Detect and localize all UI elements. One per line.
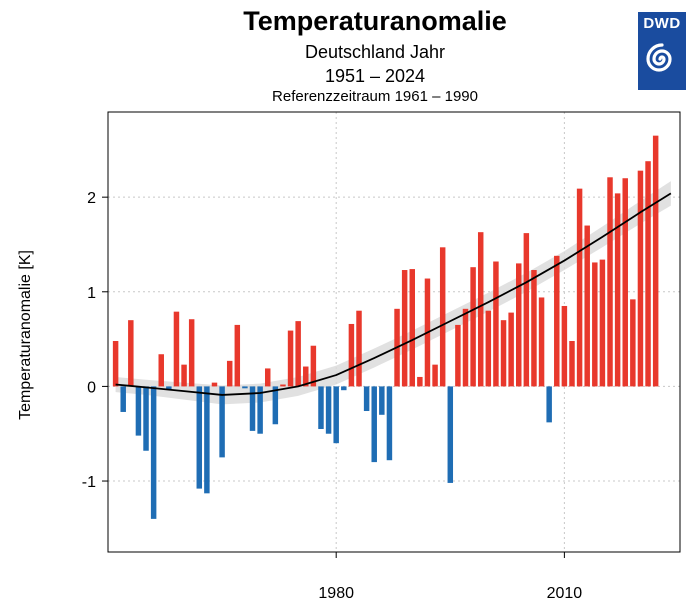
spiral-icon xyxy=(646,43,672,72)
bar-2019 xyxy=(630,299,636,387)
bar-2016 xyxy=(607,177,613,387)
bar-1982 xyxy=(348,323,355,387)
bar-1964 xyxy=(211,382,218,387)
bar-1974 xyxy=(287,330,294,387)
bar-1986 xyxy=(379,386,385,415)
chart-period: 1951 – 2024 xyxy=(324,66,426,86)
x-tick-label: 2010 xyxy=(547,585,583,602)
dwd-logo: DWD xyxy=(638,12,686,90)
bar-1955 xyxy=(143,386,149,451)
bar-2005 xyxy=(523,233,530,387)
y-tick-label: 1 xyxy=(87,285,96,302)
bar-1980 xyxy=(333,386,339,444)
bar-2000 xyxy=(485,310,492,387)
bar-1952 xyxy=(120,386,126,412)
bar-1958 xyxy=(166,386,172,390)
bar-1991 xyxy=(417,376,423,387)
bar-1968 xyxy=(242,386,248,389)
bar-1962 xyxy=(196,386,203,489)
bar-1979 xyxy=(325,386,332,434)
bar-2001 xyxy=(493,261,499,387)
bar-2009 xyxy=(554,255,560,387)
bar-1984 xyxy=(363,386,370,412)
y-tick-label: 2 xyxy=(87,190,96,207)
bar-2020 xyxy=(637,170,644,387)
bar-1967 xyxy=(234,324,241,387)
bar-1998 xyxy=(470,267,476,387)
bar-1953 xyxy=(128,320,134,387)
bar-1997 xyxy=(462,308,469,387)
bar-series xyxy=(112,135,659,519)
bar-1960 xyxy=(181,364,187,387)
dwd-logo-text: DWD xyxy=(643,15,681,32)
bar-2013 xyxy=(584,225,590,387)
bar-2012 xyxy=(576,188,583,387)
plot-frame xyxy=(107,111,681,553)
bar-1976 xyxy=(303,366,309,387)
chart-subtitle: Deutschland Jahr xyxy=(304,42,446,62)
y-axis-label: Temperaturanomalie [K] xyxy=(17,250,34,420)
bar-1995 xyxy=(447,386,454,483)
bar-2018 xyxy=(622,178,628,387)
chart-reference-period: Referenzzeitraum 1961 – 1990 xyxy=(272,88,478,105)
bar-1951 xyxy=(112,340,119,387)
bar-1996 xyxy=(455,324,461,387)
bar-2021 xyxy=(645,161,651,387)
y-tick-label: -1 xyxy=(82,474,96,491)
trend-band xyxy=(115,181,671,405)
bar-2017 xyxy=(614,193,621,387)
bar-1954 xyxy=(135,386,142,436)
x-tick-label: 1980 xyxy=(318,585,354,602)
bar-1969 xyxy=(249,386,256,431)
bar-1959 xyxy=(173,311,180,387)
bar-1993 xyxy=(432,364,438,387)
bar-2003 xyxy=(508,312,514,387)
bar-2007 xyxy=(538,297,545,387)
bar-1956 xyxy=(150,386,157,519)
trend-line xyxy=(115,192,672,396)
bar-2014 xyxy=(592,262,598,387)
bar-1989 xyxy=(401,270,408,387)
bar-1972 xyxy=(272,386,279,425)
chart-title: Temperaturanomalie xyxy=(243,6,507,36)
x-axis-ticks: 1980 2010 xyxy=(318,552,582,602)
bar-1965 xyxy=(219,386,225,458)
bar-2010 xyxy=(561,305,568,387)
bar-1981 xyxy=(341,386,347,391)
bar-1963 xyxy=(204,386,210,494)
y-tick-label: 0 xyxy=(87,379,96,396)
bar-1994 xyxy=(439,247,446,387)
bar-1977 xyxy=(310,345,317,387)
bar-2002 xyxy=(500,320,507,387)
bar-1971 xyxy=(264,368,271,387)
bar-1990 xyxy=(409,269,415,387)
bar-1978 xyxy=(318,386,324,429)
bar-1999 xyxy=(477,232,484,387)
y-axis-ticks: -1 0 1 2 xyxy=(82,190,108,491)
bar-1970 xyxy=(257,386,263,434)
bar-2008 xyxy=(546,386,552,423)
bar-2022 xyxy=(652,135,659,387)
bar-1961 xyxy=(188,319,195,387)
bar-1973 xyxy=(280,384,286,387)
bar-2004 xyxy=(516,263,522,387)
bar-2011 xyxy=(569,340,575,387)
bar-1985 xyxy=(371,386,377,463)
bar-1987 xyxy=(386,386,393,461)
bar-1975 xyxy=(295,321,301,387)
trend-curve xyxy=(115,192,672,396)
trend-uncertainty-band xyxy=(115,181,671,405)
bar-2015 xyxy=(599,259,606,387)
bar-2006 xyxy=(531,270,537,387)
bar-1957 xyxy=(158,354,164,387)
bar-1983 xyxy=(356,310,362,387)
bar-1966 xyxy=(226,360,233,387)
